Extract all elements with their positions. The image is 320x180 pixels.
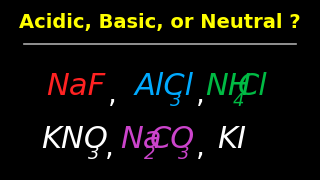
Text: 2: 2	[144, 145, 156, 163]
Text: ,: ,	[196, 134, 204, 163]
Text: 3: 3	[88, 145, 99, 163]
Text: 3: 3	[170, 92, 181, 110]
Text: 4: 4	[232, 92, 244, 110]
Text: NaF: NaF	[47, 72, 106, 101]
Text: KI: KI	[217, 125, 246, 154]
Text: CO: CO	[149, 125, 195, 154]
Text: KNO: KNO	[41, 125, 108, 154]
Text: Acidic, Basic, or Neutral ?: Acidic, Basic, or Neutral ?	[19, 13, 301, 32]
Text: NH: NH	[205, 72, 251, 101]
Text: ,: ,	[196, 81, 204, 109]
Text: 3: 3	[179, 145, 190, 163]
Text: ,: ,	[108, 81, 116, 109]
Text: ,: ,	[105, 134, 114, 163]
Text: Cl: Cl	[238, 72, 268, 101]
Text: AlCl: AlCl	[134, 72, 194, 101]
Text: Na: Na	[120, 125, 162, 154]
